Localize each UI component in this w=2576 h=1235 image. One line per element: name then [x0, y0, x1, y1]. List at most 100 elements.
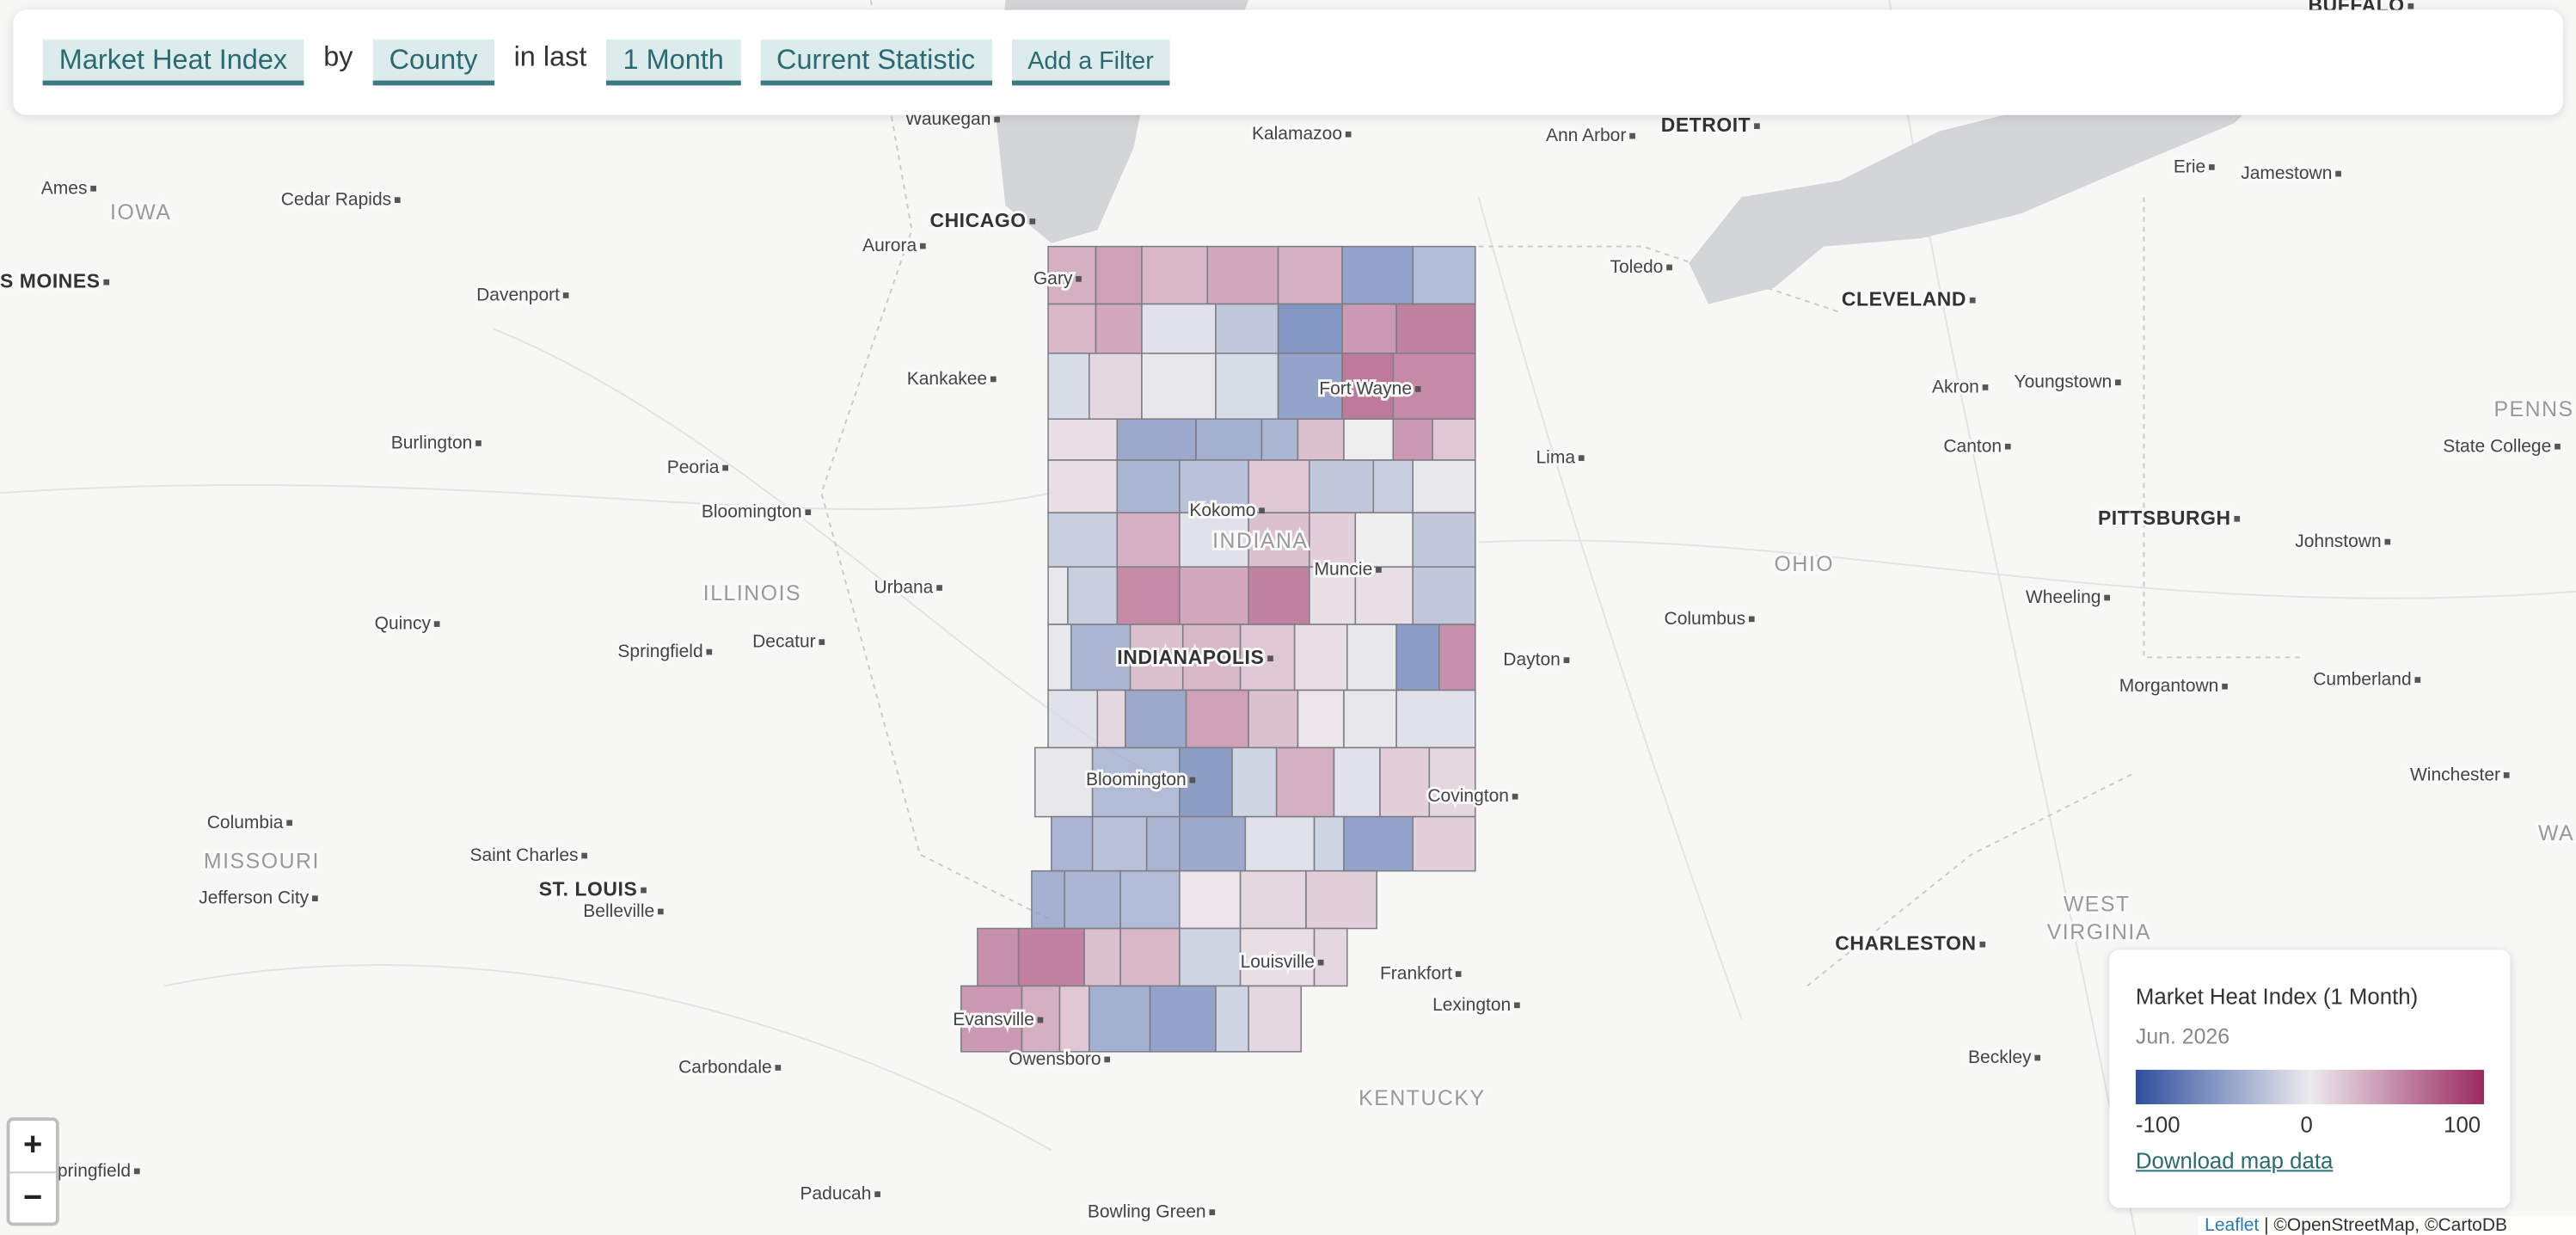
city-dot: [1666, 264, 1672, 271]
city-label: Muncie: [1315, 560, 1373, 580]
county: [1438, 624, 1476, 691]
county: [1141, 353, 1217, 420]
county: [1089, 353, 1143, 420]
state-label: PENNS: [2493, 398, 2573, 421]
county: [1047, 459, 1119, 513]
statistic-button[interactable]: Current Statistic: [759, 39, 992, 86]
zoom-out[interactable]: −: [9, 1171, 56, 1224]
county: [1047, 689, 1099, 749]
city-label: Covington: [1427, 786, 1509, 806]
city-dot: [657, 908, 664, 915]
city-label: Lexington: [1432, 995, 1511, 1015]
city-dot: [103, 279, 110, 286]
county: [1149, 985, 1217, 1053]
county: [1051, 815, 1094, 872]
county: [1116, 566, 1181, 625]
city-label: Beckley: [1968, 1048, 2032, 1067]
city-label: Canton: [1943, 436, 2002, 456]
filter-button[interactable]: Add a Filter: [1011, 39, 1170, 86]
period-button[interactable]: 1 Month: [606, 39, 740, 86]
county: [1141, 245, 1209, 305]
city-label: Bloomington: [702, 502, 802, 522]
county: [1185, 689, 1249, 749]
city-label: Frankfort: [1380, 964, 1452, 984]
legend-max: 100: [2444, 1112, 2481, 1138]
state-label: OHIO: [1775, 553, 1835, 576]
city-label: Fort Wayne: [1319, 378, 1412, 398]
county: [1058, 985, 1090, 1053]
county: [1293, 624, 1348, 691]
download-link[interactable]: Download map data: [2135, 1148, 2334, 1174]
county: [1125, 689, 1187, 749]
city-label: Urbana: [874, 578, 933, 598]
county: [1346, 624, 1397, 691]
by-text: by: [323, 40, 353, 73]
legend: Market Heat Index (1 Month) Jun. 2026 -1…: [2109, 949, 2511, 1208]
county: [1033, 747, 1094, 818]
county: [1428, 747, 1476, 818]
city-dot: [1514, 1002, 1520, 1009]
county: [1181, 624, 1242, 691]
city-label: State College: [2443, 436, 2551, 456]
city-label: Burlington: [391, 433, 473, 452]
state-label: WA: [2538, 822, 2574, 845]
county: [1343, 418, 1395, 461]
city-label: CHARLESTON: [1835, 932, 1976, 955]
city-dot: [919, 243, 926, 249]
city-dot: [990, 376, 997, 383]
county: [1047, 512, 1119, 568]
county: [1129, 624, 1184, 691]
city-label: Gary: [1033, 268, 1073, 288]
zoom-in[interactable]: +: [23, 1127, 43, 1164]
city-label: Winchester: [2410, 765, 2500, 784]
county: [1333, 747, 1381, 818]
city-label: Dayton: [1503, 650, 1561, 670]
city-dot: [562, 292, 569, 298]
county: [1141, 303, 1217, 354]
county: [1179, 747, 1233, 818]
city-label: Kankakee: [907, 369, 987, 389]
county: [1215, 985, 1249, 1053]
city-label: Louisville: [1241, 952, 1315, 972]
city-label: Bowling Green: [1088, 1202, 1206, 1222]
city-label: Johnstown: [2295, 531, 2381, 551]
city-dot: [775, 1065, 782, 1071]
metric-button[interactable]: Market Heat Index: [42, 39, 304, 86]
city-dot: [1455, 971, 1462, 977]
county: [1119, 869, 1181, 930]
city-dot: [1578, 455, 1585, 461]
city-label: PITTSBURGH: [2098, 507, 2231, 529]
city-label: Decatur: [752, 632, 816, 652]
city-dot: [1748, 616, 1755, 623]
geography-button[interactable]: County: [372, 39, 494, 86]
city-label: Jamestown: [2241, 163, 2332, 183]
city-dot: [819, 639, 825, 645]
county: [1432, 418, 1476, 461]
city-label: Columbus: [1665, 609, 1746, 629]
city-dot: [1189, 777, 1196, 783]
county: [1089, 985, 1151, 1053]
county: [1392, 418, 1433, 461]
city-dot: [1376, 567, 1382, 573]
county: [1412, 815, 1476, 872]
legend-min: -100: [2135, 1112, 2180, 1138]
leaflet-link[interactable]: Leaflet: [2205, 1215, 2260, 1235]
city-dot: [994, 116, 1000, 123]
counties: [960, 245, 1476, 1053]
city-label: Lima: [1536, 448, 1576, 468]
city-dot: [1209, 1209, 1216, 1215]
county: [1239, 869, 1307, 930]
city-label: Carbondale: [678, 1058, 772, 1078]
county: [1215, 353, 1279, 420]
city-label: ST. LOUIS: [539, 878, 638, 900]
county: [1070, 624, 1132, 691]
county: [1047, 624, 1072, 691]
county: [1215, 303, 1279, 354]
city-dot: [2222, 683, 2228, 690]
county: [1392, 353, 1476, 420]
county: [1239, 624, 1296, 691]
county: [1091, 815, 1148, 872]
